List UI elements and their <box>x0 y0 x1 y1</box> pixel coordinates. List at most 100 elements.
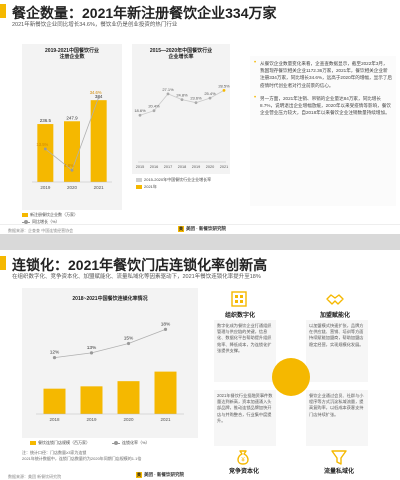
bar-2021 <box>90 100 107 182</box>
x-tick-2017: 2017 <box>164 165 172 169</box>
bar-2020 <box>117 381 140 414</box>
x-tick-2016: 2016 <box>150 165 158 169</box>
rate-label-2020: 25.4% <box>204 91 216 96</box>
center-decoration-circle <box>272 358 310 396</box>
chain-rate-label-2019: 13% <box>87 345 97 351</box>
feature-text-digital: 数字化成为餐饮企业打通组织管理与供应链的关键，信息化、数据化平台帮助提升组织效率… <box>214 320 276 382</box>
bullet-paragraph: 另一方面，2021年注销、吊销的企业量达84万家，同比增长8.7%，说明退出企业… <box>254 95 392 117</box>
chain-rate-point-2021 <box>163 327 168 331</box>
chart-panel-registered-enterprises: 2019-2021中国餐饮行业 注册企业数 236.5 2019 247.9 2020… <box>22 44 122 210</box>
feature-text-franchise: 以加盟模式快速扩张，品牌方在供应链、营销、培训等方面持续赋能加盟商，帮助加盟店稳… <box>306 320 368 382</box>
legend-bar-label: 餐饮连锁门店规模（百万家） <box>38 440 90 445</box>
chart-panel-chain-rate: 2018~2021中国餐饮连锁化率情况 2018 2019 2020 2021 12% 1… <box>22 288 198 438</box>
meituan-logo-icon: 美 <box>136 472 142 478</box>
legend-line: 同比增长（%） <box>22 219 60 225</box>
page-subtitle: 2021年新餐饮企业同比增长34.6%，餐饮业仍是创业投资的热门行业 <box>12 22 178 28</box>
x-tick-2021: 2021 <box>220 165 228 169</box>
legend-growth-b: 2021年 <box>136 184 157 190</box>
chart-title-line1: 2015—2020年中国餐饮行业 <box>149 48 213 54</box>
legend-swatch-line <box>112 441 120 445</box>
legend-bar-label: 新注册餐饮企业数（万家） <box>30 212 78 217</box>
rate-point-2018 <box>180 98 184 102</box>
bar-2019 <box>37 124 54 182</box>
rate-label-2015: 18.6% <box>134 108 146 113</box>
slide-chain-rate: 连锁化：2021年餐饮门店连锁化率创新高 在组织数字化、竞争资本化、加盟赋能化、… <box>0 250 400 480</box>
feature-text-traffic: 餐饮企业通过会员、社群与小程序等方式沉淀私域流量，提高复购率，以低成本获客支持门… <box>306 390 368 446</box>
handshake-icon <box>326 294 344 305</box>
building-grid-icon <box>231 291 247 307</box>
chain-rate-label-2021: 18% <box>161 321 171 327</box>
x-tick-2020: 2020 <box>123 417 134 422</box>
x-tick-2018: 2018 <box>178 165 186 169</box>
x-tick-2020: 2020 <box>206 165 214 169</box>
growth-point-2019 <box>43 147 47 151</box>
bar-line-chart-chain-rate: 2018 2019 2020 2021 12% 13% 15% 18% <box>36 321 184 422</box>
legend-swatch-line <box>22 220 30 224</box>
legend-b-label: 2021年 <box>144 184 157 189</box>
growth-point-2021 <box>97 95 101 99</box>
rate-label-2021: 28.5% <box>218 83 230 88</box>
legend-growth-a: 2015-2020年中国餐饮行业企业增长率 <box>136 177 211 183</box>
legend-swatch-bar <box>22 213 28 217</box>
bar-2019 <box>80 386 103 414</box>
growth-label-2020: 4.8% <box>64 163 74 168</box>
x-tick-2019: 2019 <box>192 165 200 169</box>
slide-enterprise-count: 餐企数量：2021年新注册餐饮企业334万家 2021年新餐饮企业同比增长34.… <box>0 0 400 234</box>
svg-text:¥: ¥ <box>241 458 245 464</box>
chart-note-1: 注：统计口径：门店数量≥3家为连锁 <box>22 450 87 455</box>
chain-rate-label-2018: 12% <box>50 350 60 356</box>
brand-name: 美团 · 新餐饮研究院 <box>186 226 226 231</box>
money-bag-icon: ¥ <box>237 450 249 465</box>
chart-title-line2: 企业增长率 <box>168 54 194 60</box>
chart-title-line2: 注册企业数 <box>59 54 85 60</box>
footer-source: 数据来源：美团 新餐饮研究院 <box>8 474 62 479</box>
meituan-logo-icon: 美 <box>178 226 184 232</box>
chart-title-line1: 2019-2021中国餐饮行业 <box>45 48 99 54</box>
funnel-icon <box>331 450 347 465</box>
feature-text-capital: 2021年餐饮行业投融资事件数量达到新高，资本加速涌入头部品牌，推动连锁品牌加快… <box>214 390 276 446</box>
legend-line: 连锁化率（%） <box>112 440 150 446</box>
bar-label-2019: 236.5 <box>40 118 52 123</box>
x-tick-2021: 2021 <box>160 417 171 422</box>
rate-point-2021 <box>222 88 226 92</box>
bar-label-2020: 247.9 <box>66 115 78 120</box>
chart-title: 2018~2021中国餐饮连锁化率情况 <box>72 296 148 302</box>
brand-mark: 美 美团 · 新餐饮研究院 <box>178 226 226 232</box>
x-tick-2018: 2018 <box>49 417 60 422</box>
legend-bar: 餐饮连锁门店规模（百万家） <box>30 440 90 446</box>
page-subtitle: 在组织数字化、竞争资本化、加盟赋能化、流量私域化等因素驱动下，2021年餐饮连锁… <box>12 274 261 280</box>
feature-label-traffic: 流量私域化 <box>323 469 354 475</box>
bar-2021 <box>154 371 177 414</box>
x-tick-2019: 2019 <box>40 185 51 190</box>
legend-swatch-a <box>136 178 142 182</box>
page-title: 连锁化：2021年餐饮门店连锁化率创新高 <box>12 257 268 273</box>
bullet-paragraph: 从餐饮企业数量变化来看，企查查数据显示，截至2022年3月，我国现存餐饮相关企业… <box>254 60 392 89</box>
feature-label-digital: 组织数字化 <box>224 313 255 319</box>
analysis-text-box: 从餐饮企业数量变化来看，企查查数据显示，截至2022年3月，我国现存餐饮相关企业… <box>250 56 396 206</box>
x-tick-2021: 2021 <box>94 185 105 190</box>
title-accent-bar <box>0 256 6 270</box>
rate-label-2019: 23.6% <box>190 96 202 101</box>
legend-line-label: 同比增长（%） <box>32 219 60 224</box>
feature-label-capital: 竞争资本化 <box>228 469 259 475</box>
rate-point-2020 <box>208 96 212 100</box>
x-tick-2015: 2015 <box>136 165 144 169</box>
legend-swatch-b <box>136 185 142 189</box>
bar-2020 <box>64 121 80 182</box>
chain-rate-line <box>54 329 166 358</box>
chain-rate-point-2018 <box>52 356 57 360</box>
line-chart-growth-rate: 18.6% 2015 20.4% 2016 27.1% 2017 24.8% 2018 23.6… <box>134 83 230 169</box>
rate-point-2019 <box>194 101 198 105</box>
rate-point-2015 <box>138 113 142 117</box>
legend-line-label: 连锁化率（%） <box>122 440 150 445</box>
growth-label-2019: 13.5% <box>36 142 48 147</box>
x-tick-2020: 2020 <box>67 185 78 190</box>
growth-point-2020 <box>70 168 74 172</box>
rate-label-2016: 20.4% <box>148 104 160 109</box>
page-title: 餐企数量：2021年新注册餐饮企业334万家 <box>12 5 277 21</box>
chain-rate-label-2020: 15% <box>124 336 134 342</box>
feature-label-franchise: 加盟赋能化 <box>319 313 350 319</box>
legend-swatch-bar <box>30 441 36 445</box>
legend-a-label: 2015-2020年中国餐饮行业企业增长率 <box>144 177 212 182</box>
